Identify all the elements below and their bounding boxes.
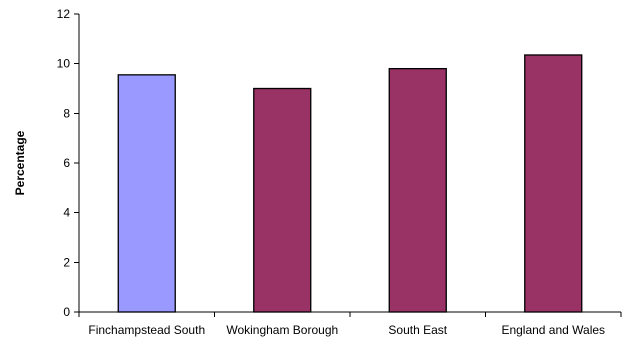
- y-tick-label: 2: [63, 255, 70, 269]
- bar: [388, 67, 447, 313]
- x-category-label: Wokingham Borough: [226, 323, 338, 337]
- y-tick-label: 4: [63, 206, 70, 220]
- y-axis: 0 2 4 6 8 10 12: [57, 7, 80, 319]
- bar: [524, 54, 583, 313]
- y-tick-label: 12: [57, 7, 71, 21]
- x-category-label: England and Wales: [501, 323, 605, 337]
- bar: [253, 87, 312, 313]
- x-category-label: Finchampstead South: [88, 323, 205, 337]
- y-axis-title: Percentage: [13, 130, 27, 195]
- y-tick-label: 10: [57, 57, 71, 71]
- category-labels: Finchampstead South Wokingham Borough Sout…: [88, 323, 605, 337]
- y-tick-label: 8: [63, 106, 70, 120]
- x-axis: [78, 311, 622, 317]
- x-category-label: South East: [388, 323, 447, 337]
- y-tick-label: 6: [63, 156, 70, 170]
- bar: [117, 74, 176, 313]
- bars: [117, 54, 583, 313]
- y-tick-label: 0: [63, 305, 70, 319]
